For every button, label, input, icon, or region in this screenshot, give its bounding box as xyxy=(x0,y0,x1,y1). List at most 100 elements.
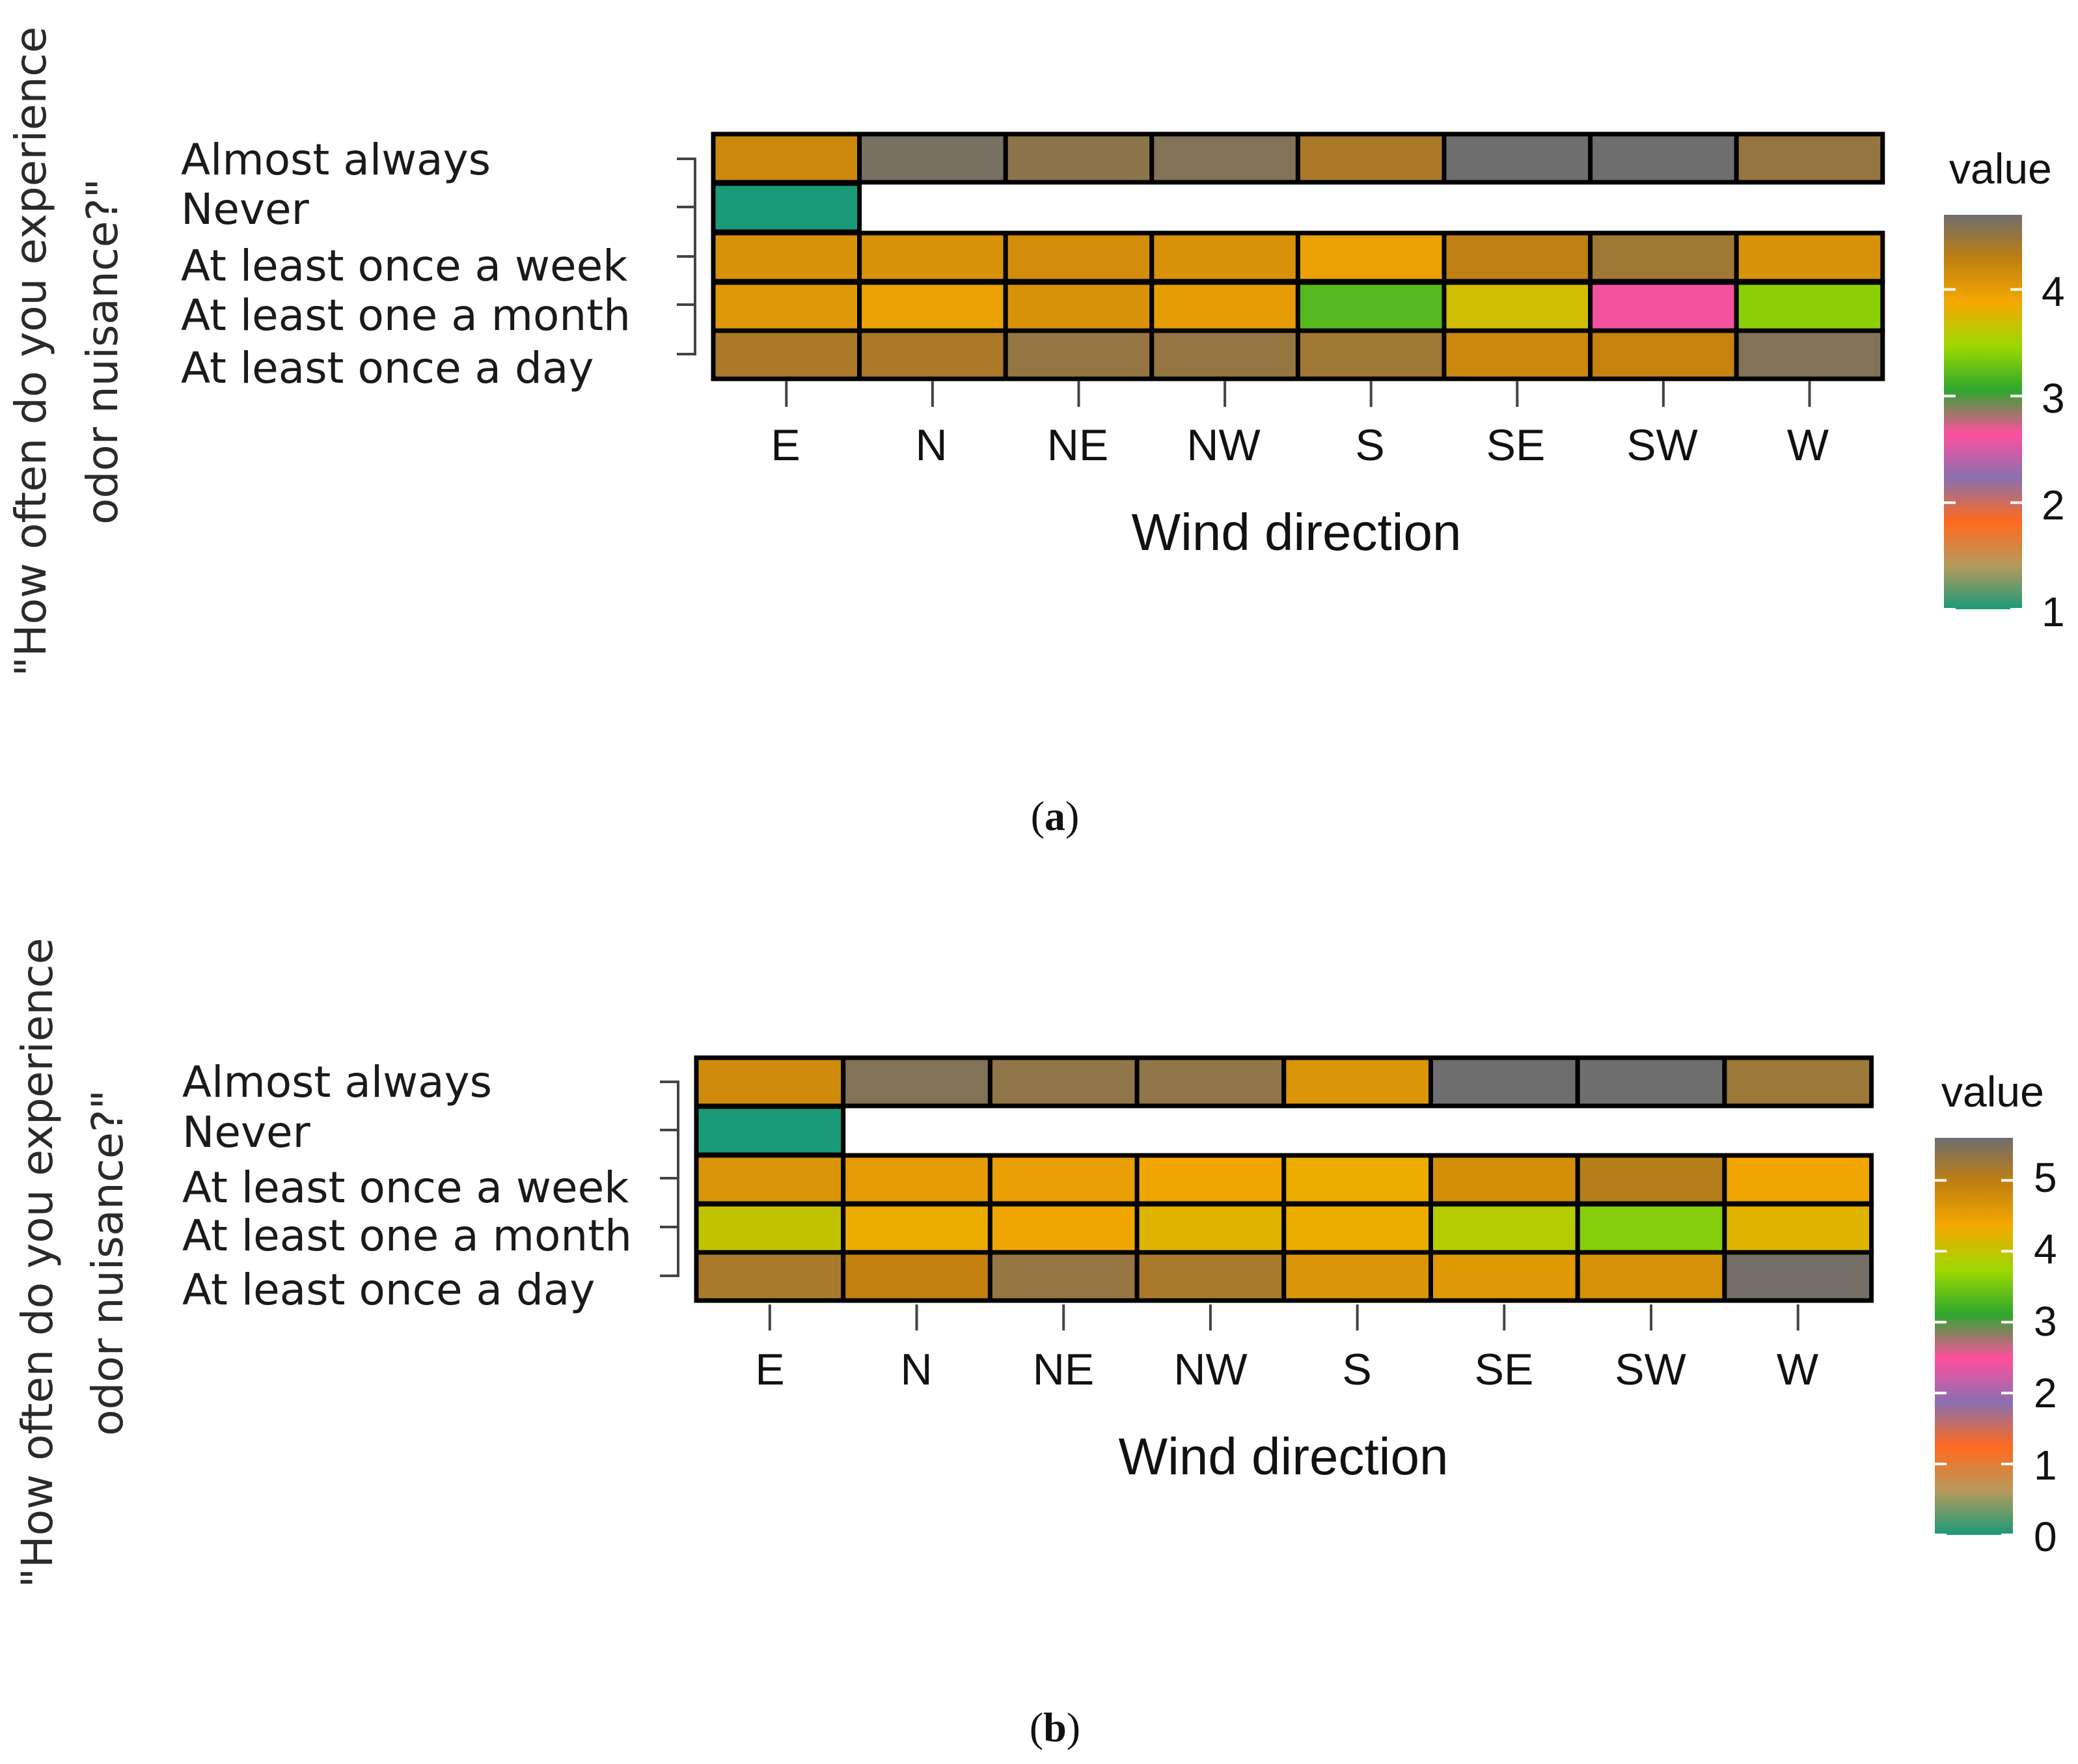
y-axis-title-a: "How often do you experience odor nuisan… xyxy=(6,27,128,676)
heatmap-cell-a-r2-c3 xyxy=(1149,230,1300,284)
caption-open-b: ( xyxy=(1030,1704,1043,1750)
panel-a: "How often do you experience odor nuisan… xyxy=(6,27,2065,839)
heatmap-cell-b-r2-c4 xyxy=(1281,1153,1434,1206)
heatmap-cell-a-r4-c7 xyxy=(1734,328,1885,381)
heatmap-cell-b-r0-c6 xyxy=(1575,1055,1727,1109)
y-axis-title-line1-a: "How often do you experience xyxy=(6,27,56,676)
heatmap-cell-a-r4-c6 xyxy=(1588,328,1739,381)
heatmap-cell-b-r0-c1 xyxy=(841,1055,992,1109)
heatmap-cell-b-r0-c4 xyxy=(1281,1055,1434,1109)
heatmap-cell-a-r0-c3 xyxy=(1149,131,1300,185)
x-axis-title-b: Wind direction xyxy=(1119,1427,1449,1485)
heatmap-cell-b-r1-c0 xyxy=(694,1104,846,1157)
heatmap-cell-b-r3-c5 xyxy=(1429,1202,1580,1255)
legend-tick-3-a: 3 xyxy=(2042,375,2065,422)
x-label-n-a: N xyxy=(915,420,947,470)
y-label-one-a-month-b: At least one a month xyxy=(182,1211,632,1261)
legend-tick-1-b: 1 xyxy=(2034,1442,2057,1489)
legend-tick-3-b: 3 xyxy=(2034,1298,2057,1345)
x-label-e-b: E xyxy=(755,1345,784,1394)
heatmap-cell-b-r3-c1 xyxy=(841,1202,992,1255)
heatmap-cell-a-r2-c5 xyxy=(1442,230,1593,284)
y-label-once-a-day-b: At least once a day xyxy=(182,1265,595,1315)
heatmap-cell-a-r0-c2 xyxy=(1003,131,1155,185)
x-axis-title-a: Wind direction xyxy=(1132,503,1462,561)
y-label-one-a-month-a: At least one a month xyxy=(181,290,631,340)
x-label-se-a: SE xyxy=(1486,420,1546,470)
legend-tick-2-b: 2 xyxy=(2034,1370,2057,1416)
x-label-ne-b: NE xyxy=(1033,1345,1094,1394)
heatmap-cell-b-r0-c0 xyxy=(694,1055,846,1109)
heatmap-cell-b-r0-c5 xyxy=(1429,1055,1580,1109)
x-label-n-b: N xyxy=(900,1345,932,1394)
heatmap-cell-b-r2-c6 xyxy=(1575,1153,1727,1206)
heatmap-cell-b-r3-c7 xyxy=(1722,1202,1874,1255)
y-label-once-a-week-a: At least once a week xyxy=(181,241,628,291)
heatmap-cell-a-r4-c3 xyxy=(1149,328,1300,381)
heatmap-cell-a-r3-c1 xyxy=(857,280,1008,333)
x-label-w-b: W xyxy=(1777,1345,1818,1394)
heatmap-cell-a-r2-c2 xyxy=(1003,230,1155,284)
heatmap-cell-b-r2-c1 xyxy=(841,1153,992,1206)
heatmap-cell-a-r3-c4 xyxy=(1295,280,1447,333)
x-tick-labels-a: E N NE NW S SE SW W xyxy=(771,420,1829,470)
heatmap-cell-a-r2-c0 xyxy=(711,230,862,284)
x-tick-labels-b: E N NE NW S SE SW W xyxy=(755,1345,1818,1394)
heatmap-cell-a-r4-c0 xyxy=(711,328,862,381)
heatmap-cell-a-r3-c6 xyxy=(1588,280,1739,333)
colorbar-ticks-a xyxy=(1944,288,2022,611)
x-ticks-b xyxy=(768,1304,1799,1330)
x-label-s-a: S xyxy=(1355,420,1384,470)
y-category-labels-a: Almost always Never At least once a week… xyxy=(181,135,631,393)
colorbar-tick-labels-a: 1 2 3 4 xyxy=(2042,268,2065,635)
legend-tick-0-b: 0 xyxy=(2034,1513,2057,1560)
heatmap-cells-a xyxy=(711,131,1885,381)
colorbar-ticks-b xyxy=(1935,1179,2013,1536)
heatmap-cell-a-r4-c1 xyxy=(857,328,1008,381)
heatmap-cell-a-r0-c4 xyxy=(1295,131,1447,185)
colorbar-a xyxy=(1944,215,2022,609)
heatmap-cell-a-r3-c0 xyxy=(711,280,862,333)
x-label-e-a: E xyxy=(771,420,800,470)
legend-tick-5-b: 5 xyxy=(2034,1154,2057,1201)
heatmap-cell-b-r2-c5 xyxy=(1429,1153,1580,1206)
heatmap-cell-b-r4-c4 xyxy=(1281,1250,1434,1303)
heatmap-cell-a-r2-c6 xyxy=(1588,230,1739,284)
heatmap-cell-b-r4-c6 xyxy=(1575,1250,1727,1303)
heatmap-cell-a-r0-c5 xyxy=(1442,131,1593,185)
caption-close-a: ) xyxy=(1065,793,1079,839)
legend-tick-4-a: 4 xyxy=(2042,268,2065,315)
legend-tick-4-b: 4 xyxy=(2034,1226,2057,1273)
caption-open-a: ( xyxy=(1031,793,1045,839)
legend-title-a: value xyxy=(1949,145,2052,193)
caption-letter-a: a xyxy=(1045,793,1065,839)
heatmap-cell-b-r2-c7 xyxy=(1722,1153,1874,1206)
legend-title-b: value xyxy=(1941,1068,2044,1116)
x-label-se-b: SE xyxy=(1475,1345,1534,1394)
heatmap-cell-b-r3-c0 xyxy=(694,1202,846,1255)
x-label-ne-a: NE xyxy=(1047,420,1108,470)
heatmap-cell-a-r0-c7 xyxy=(1734,131,1885,185)
heatmap-cell-a-r2-c4 xyxy=(1295,230,1447,284)
heatmap-cell-b-r4-c7 xyxy=(1722,1250,1874,1303)
x-label-nw-b: NW xyxy=(1173,1345,1247,1394)
y-label-almost-always-a: Almost always xyxy=(181,135,491,185)
heatmap-cell-b-r0-c3 xyxy=(1134,1055,1287,1109)
y-label-never-a: Never xyxy=(181,184,310,234)
heatmap-cell-a-r4-c4 xyxy=(1295,328,1447,381)
heatmap-cells-b xyxy=(694,1055,1874,1303)
heatmap-cell-b-r2-c0 xyxy=(694,1153,846,1206)
x-label-w-a: W xyxy=(1787,420,1829,470)
heatmap-cell-a-r0-c6 xyxy=(1588,131,1739,185)
heatmap-cell-a-r4-c5 xyxy=(1442,328,1593,381)
y-label-never-b: Never xyxy=(182,1107,311,1157)
legend-tick-1-a: 1 xyxy=(2042,588,2065,635)
heatmap-cell-b-r4-c2 xyxy=(987,1250,1140,1303)
y-category-labels-b: Almost always Never At least once a week… xyxy=(182,1057,632,1315)
x-label-nw-a: NW xyxy=(1186,420,1260,470)
caption-letter-b: b xyxy=(1043,1704,1067,1750)
x-ticks-a xyxy=(785,381,1811,407)
caption-close-b: ) xyxy=(1067,1704,1080,1750)
heatmap-cell-a-r2-c1 xyxy=(857,230,1008,284)
y-bracket-ticks-b xyxy=(660,1081,679,1277)
